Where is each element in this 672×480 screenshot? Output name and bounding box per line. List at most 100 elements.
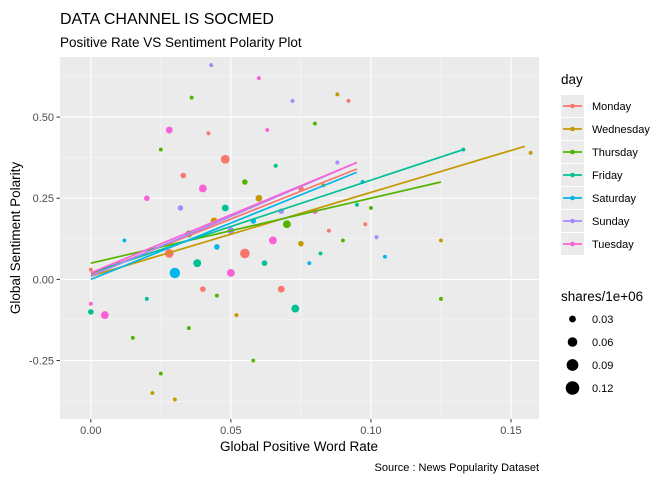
data-point (122, 238, 127, 243)
y-tick-label: 0.00 (33, 274, 54, 286)
data-point (340, 238, 345, 243)
legend-label: Friday (592, 170, 623, 182)
size-legend-label: 0.06 (592, 337, 613, 349)
data-point (354, 202, 359, 207)
data-point (220, 154, 230, 164)
chart-caption: Source : News Popularity Dataset (375, 462, 539, 474)
data-point (169, 267, 181, 279)
data-point (209, 63, 214, 68)
trend-line (90, 148, 464, 274)
data-point (158, 147, 163, 152)
size-legend-point (565, 381, 580, 395)
data-point (144, 296, 149, 301)
data-point (242, 179, 248, 185)
data-point (291, 304, 300, 313)
size-legend-point (569, 315, 576, 323)
data-point (214, 293, 219, 298)
data-point (326, 228, 331, 233)
legend-key-point (570, 218, 575, 224)
data-point (214, 244, 220, 250)
data-point (193, 259, 202, 268)
data-point (382, 254, 387, 259)
chart-subtitle: Positive Rate VS Sentiment Polarity Plot (60, 35, 302, 50)
size-legend-label: 0.03 (592, 314, 613, 326)
size-legend-point (567, 337, 578, 347)
trend-line (90, 161, 358, 274)
data-point (273, 163, 278, 168)
size-legend: 0.03 0.06 0.09 0.12 (565, 314, 613, 395)
data-point (335, 160, 340, 165)
legend-key-point (570, 126, 575, 132)
data-point (368, 206, 373, 210)
trend-line (90, 145, 526, 277)
data-point (282, 220, 291, 229)
data-point (172, 397, 177, 402)
y-axis-title: Global Sentiment Polarity (8, 162, 23, 315)
data-point (130, 335, 135, 340)
data-point (144, 195, 150, 202)
data-point (268, 236, 277, 245)
data-point (240, 248, 250, 259)
data-point (261, 260, 268, 266)
data-point (177, 205, 184, 211)
y-axis-ticks: -0.25 0.00 0.25 0.50 (29, 112, 60, 368)
data-point (251, 358, 256, 363)
chart-title: DATA CHANNEL IS SOCMED (60, 11, 274, 28)
data-point (255, 194, 263, 202)
data-point (189, 95, 194, 100)
data-point (88, 309, 94, 315)
data-point (335, 92, 340, 97)
legend-key-point (570, 149, 575, 155)
y-tick-label: -0.25 (29, 356, 54, 368)
data-point (88, 301, 93, 306)
legend-label: Sunday (592, 216, 630, 228)
data-point (298, 240, 304, 247)
size-legend-title: shares/1e+06 (561, 289, 643, 304)
data-point (200, 286, 206, 292)
data-point (165, 126, 173, 134)
data-point (256, 76, 261, 81)
data-point (206, 131, 211, 136)
data-point (198, 184, 207, 193)
data-point (439, 296, 443, 301)
legend-key-point (570, 172, 575, 178)
size-legend-point (566, 359, 579, 371)
data-point (290, 98, 295, 103)
data-point (100, 311, 109, 320)
data-point (374, 235, 379, 240)
data-point (158, 371, 163, 376)
data-point (307, 261, 312, 266)
legend-label: Monday (592, 101, 632, 113)
data-point (88, 267, 93, 272)
major-gridlines (60, 57, 539, 419)
plot-panel (60, 57, 539, 419)
data-point (528, 150, 533, 155)
trend-line (90, 171, 358, 281)
x-tick-label: 0.00 (80, 425, 101, 437)
data-point (180, 172, 187, 179)
color-legend: Monday Wednesday Thursday Friday Saturday Sun… (561, 95, 650, 255)
legend-label: Wednesday (592, 124, 650, 136)
data-point (439, 238, 443, 243)
legend-key-point (570, 103, 575, 109)
x-axis-ticks: 0.00 0.05 0.10 0.15 (80, 419, 522, 437)
data-point (363, 222, 368, 227)
data-point (346, 98, 351, 103)
x-axis-title: Global Positive Word Rate (220, 439, 378, 454)
data-point (221, 204, 229, 212)
y-tick-label: 0.25 (33, 193, 54, 205)
trend-lines (90, 145, 526, 281)
data-point (150, 391, 155, 395)
legend-label: Tuesday (592, 239, 634, 251)
data-point (312, 121, 317, 126)
trend-line (90, 181, 442, 264)
size-legend-label: 0.12 (592, 383, 613, 395)
data-point (226, 268, 235, 277)
legend-label: Saturday (592, 193, 637, 205)
size-legend-label: 0.09 (592, 360, 613, 372)
data-point (234, 313, 239, 318)
data-point (277, 285, 285, 293)
data-point (318, 251, 323, 256)
data-point (265, 128, 270, 133)
